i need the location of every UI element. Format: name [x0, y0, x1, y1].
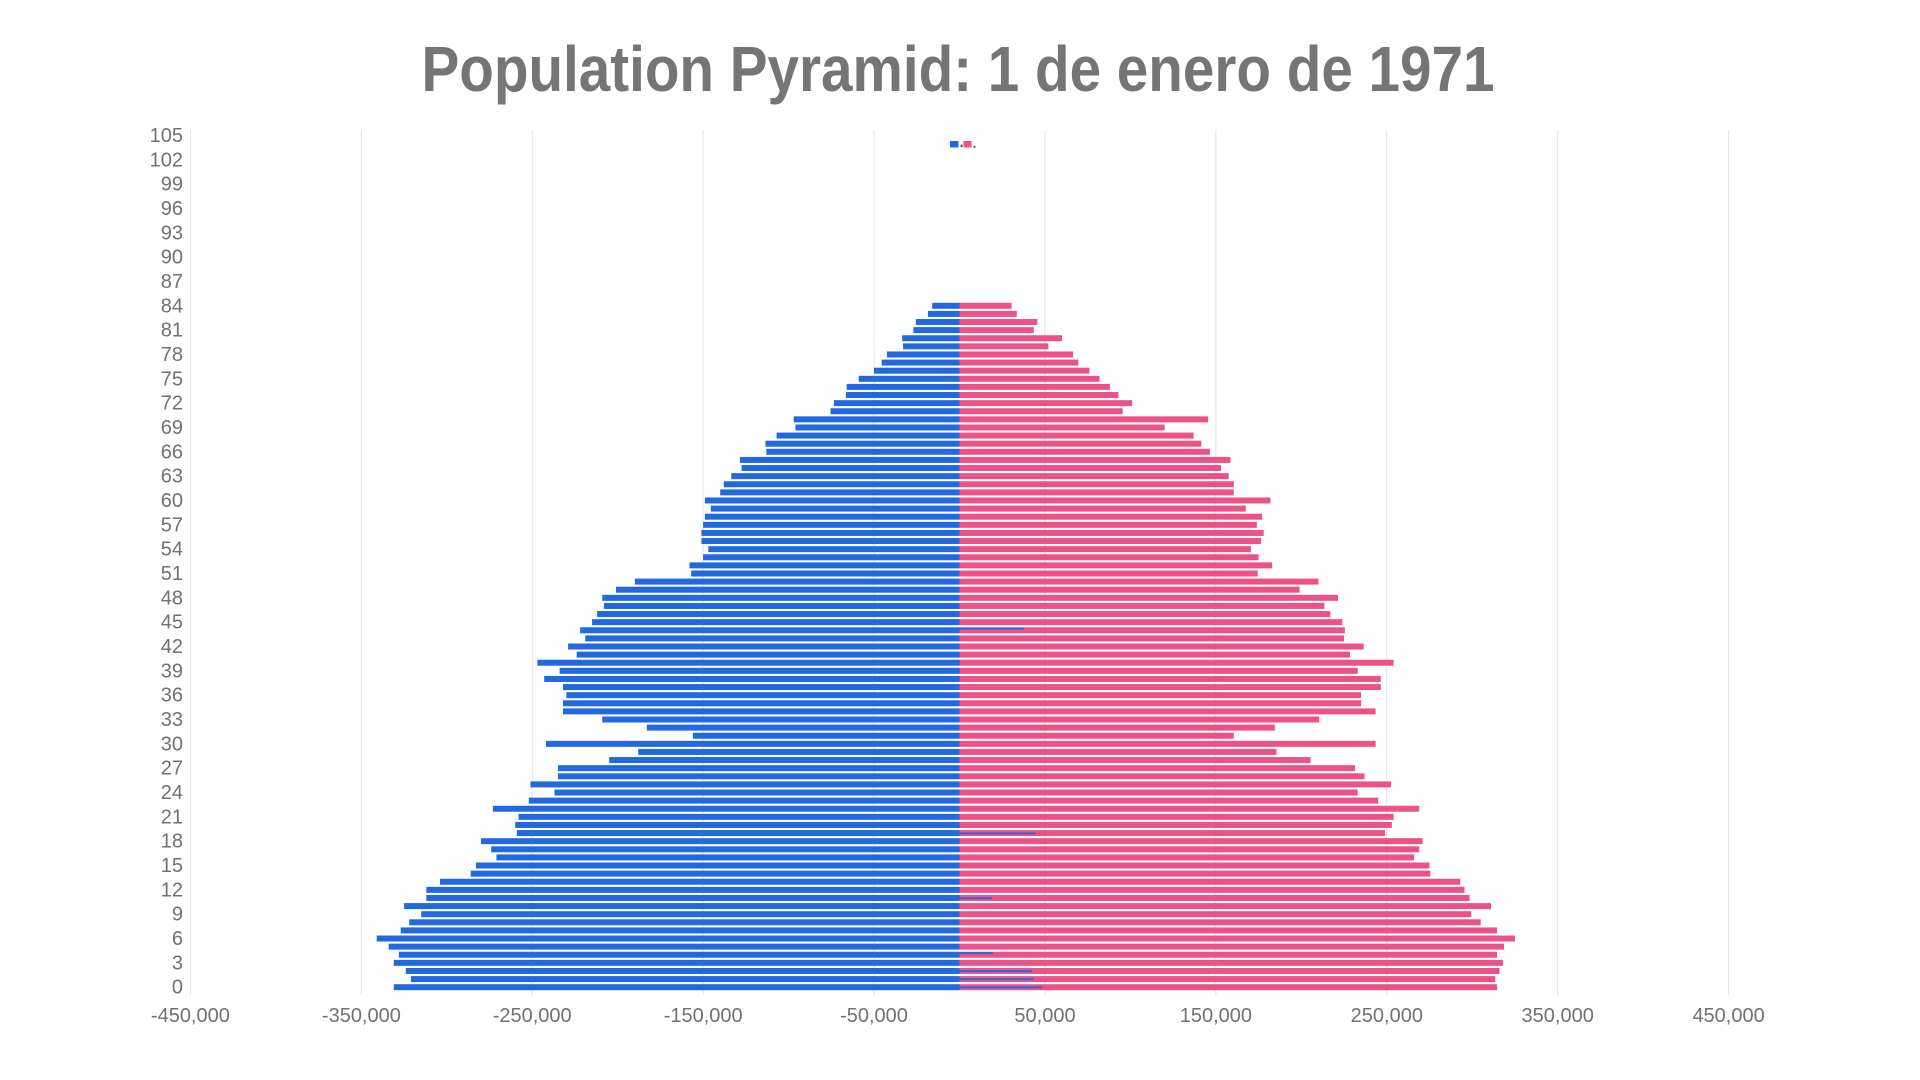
svg-text:48: 48 — [161, 587, 183, 609]
svg-text:-150,000: -150,000 — [664, 1005, 743, 1027]
svg-text:57: 57 — [161, 514, 183, 536]
svg-text:102: 102 — [150, 149, 183, 171]
svg-text:450,000: 450,000 — [1692, 1005, 1764, 1027]
svg-text:60: 60 — [161, 490, 183, 512]
svg-text:15: 15 — [161, 855, 183, 877]
svg-text:50,000: 50,000 — [1014, 1005, 1075, 1027]
svg-text:42: 42 — [161, 636, 183, 658]
svg-text:54: 54 — [161, 539, 183, 561]
svg-text:21: 21 — [161, 806, 183, 828]
svg-text:72: 72 — [161, 393, 183, 415]
svg-text:9: 9 — [172, 904, 183, 926]
svg-text:36: 36 — [161, 685, 183, 707]
svg-text:81: 81 — [161, 320, 183, 342]
svg-text:69: 69 — [161, 417, 183, 439]
svg-text:-450,000: -450,000 — [151, 1005, 230, 1027]
svg-text:150,000: 150,000 — [1180, 1005, 1252, 1027]
svg-text:45: 45 — [161, 612, 183, 634]
svg-text:Population Pyramid: 1 de enero: Population Pyramid: 1 de enero de 1971 — [422, 33, 1495, 105]
svg-text:3: 3 — [172, 952, 183, 974]
svg-text:350,000: 350,000 — [1522, 1005, 1594, 1027]
svg-text:-50,000: -50,000 — [840, 1005, 908, 1027]
svg-text:30: 30 — [161, 733, 183, 755]
svg-text:24: 24 — [161, 782, 183, 804]
svg-text:18: 18 — [161, 831, 183, 853]
svg-text:33: 33 — [161, 709, 183, 731]
svg-text:63: 63 — [161, 466, 183, 488]
svg-text:0: 0 — [172, 977, 183, 999]
svg-text:51: 51 — [161, 563, 183, 585]
svg-text:75: 75 — [161, 368, 183, 390]
svg-text:6: 6 — [172, 928, 183, 950]
svg-text:105: 105 — [150, 125, 183, 147]
svg-text:96: 96 — [161, 198, 183, 220]
svg-text:93: 93 — [161, 222, 183, 244]
svg-text:250,000: 250,000 — [1351, 1005, 1423, 1027]
svg-text:84: 84 — [161, 295, 183, 317]
svg-text:87: 87 — [161, 271, 183, 293]
svg-text:66: 66 — [161, 441, 183, 463]
svg-text:78: 78 — [161, 344, 183, 366]
svg-text:12: 12 — [161, 879, 183, 901]
svg-text:27: 27 — [161, 758, 183, 780]
svg-text:-350,000: -350,000 — [322, 1005, 401, 1027]
svg-text:-250,000: -250,000 — [493, 1005, 572, 1027]
svg-text:90: 90 — [161, 247, 183, 269]
svg-text:99: 99 — [161, 174, 183, 196]
svg-text:39: 39 — [161, 660, 183, 682]
